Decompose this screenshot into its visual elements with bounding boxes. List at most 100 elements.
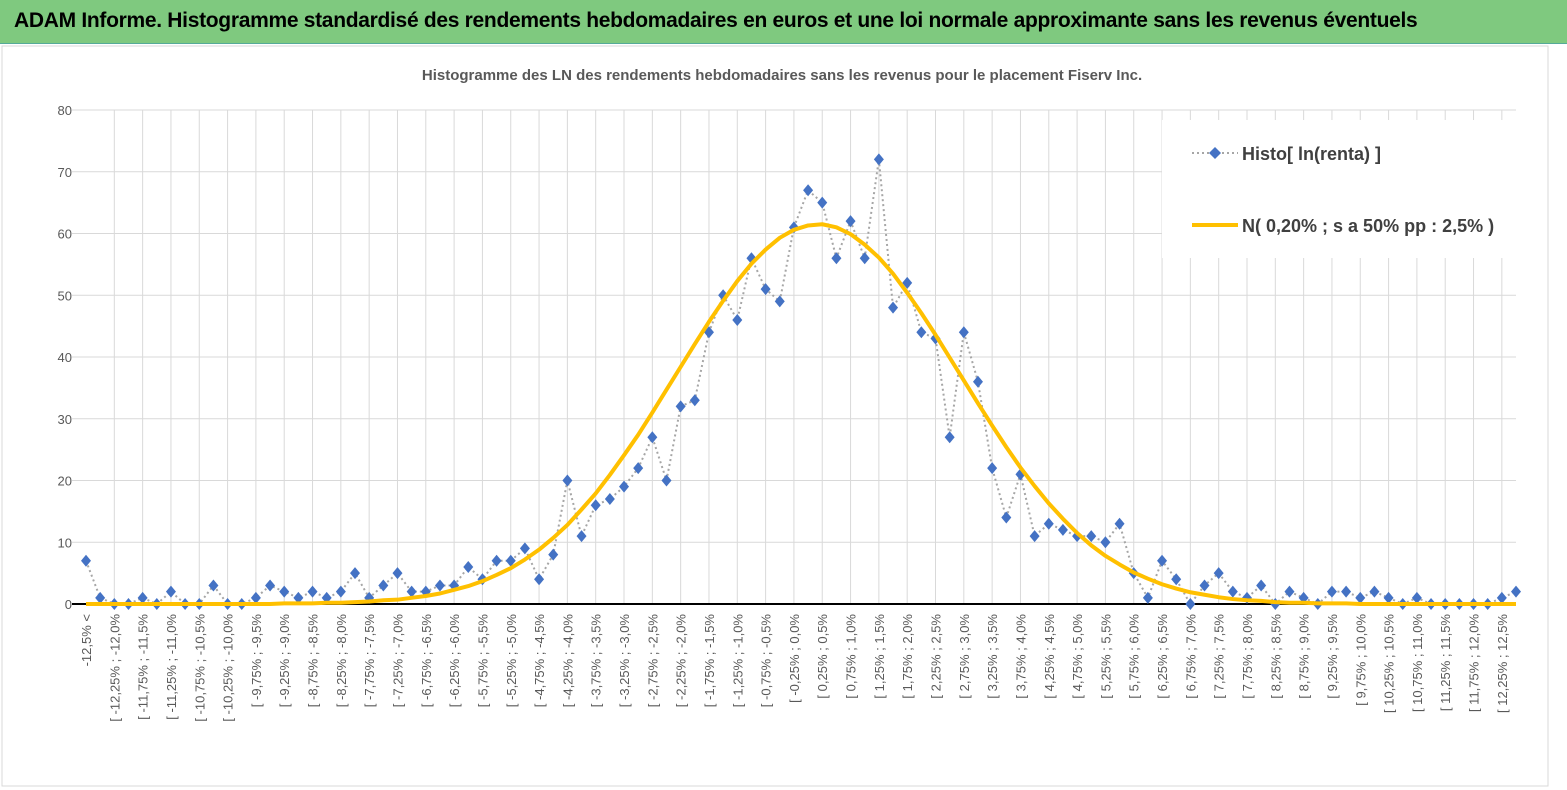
diamond-marker	[689, 394, 700, 407]
diamond-marker	[1142, 591, 1153, 604]
diamond-marker	[619, 480, 630, 493]
diamond-marker	[1355, 591, 1366, 604]
diamond-marker	[165, 585, 176, 598]
x-tick-label: [ 12,25% ; 12,5%	[1495, 614, 1510, 713]
x-tick-label: [ 10,75% ; 11,0%	[1410, 614, 1425, 712]
y-tick-label: 40	[58, 350, 72, 365]
x-tick-label: [ -8,25% ; -8,0%	[334, 614, 349, 708]
x-tick-label: [ 11,75% ; 12,0%	[1467, 614, 1482, 712]
diamond-marker	[307, 585, 318, 598]
x-tick-label: [ 8,75% ; 9,0%	[1297, 614, 1312, 699]
diamond-marker	[972, 375, 983, 388]
diamond-marker	[803, 184, 814, 197]
diamond-marker	[675, 400, 686, 413]
x-tick-label: [ 1,75% ; 2,0%	[900, 614, 915, 699]
diamond-marker	[958, 326, 969, 339]
diamond-marker	[335, 585, 346, 598]
x-tick-label: -12,5% <	[79, 614, 94, 666]
x-tick-label: [ -1,25% ; -1,0%	[730, 614, 745, 708]
diamond-marker	[81, 554, 91, 567]
x-tick-label: [ 4,25% ; 4,5%	[1042, 614, 1057, 699]
legend-box	[1162, 120, 1516, 258]
diamond-marker	[817, 196, 828, 209]
diamond-marker	[760, 283, 771, 296]
diamond-marker	[378, 579, 389, 592]
y-tick-label: 0	[65, 597, 72, 612]
diamond-marker	[265, 579, 276, 592]
diamond-marker	[831, 252, 842, 265]
x-tick-label: [ -9,75% ; -9,5%	[249, 614, 264, 708]
diamond-marker	[95, 591, 106, 604]
diamond-marker	[1213, 567, 1224, 580]
x-tick-label: [ 3,25% ; 3,5%	[985, 614, 1000, 699]
diamond-marker	[859, 252, 870, 265]
x-tick-label: [ 9,75% ; 10,0%	[1353, 614, 1368, 706]
diamond-marker	[944, 431, 955, 444]
diamond-marker	[1001, 511, 1012, 524]
header: ADAM Informe. Histogramme standardisé de…	[0, 0, 1567, 44]
diamond-marker	[845, 215, 856, 228]
diamond-marker	[534, 573, 545, 586]
diamond-marker	[548, 548, 559, 561]
x-tick-label: [ 7,75% ; 8,0%	[1240, 614, 1255, 699]
diamond-marker	[1411, 591, 1422, 604]
x-tick-label: [ 0,25% ; 0,5%	[815, 614, 830, 699]
x-tick-label: [ -4,25% ; -4,0%	[560, 614, 575, 708]
x-tick-label: [ -0,75% ; -0,5%	[759, 614, 774, 708]
x-tick-label: [ 2,25% ; 2,5%	[929, 614, 944, 699]
x-tick-label: [ -10,25% ; -10,0%	[221, 614, 236, 722]
diamond-marker	[873, 153, 884, 166]
diamond-marker	[661, 474, 672, 487]
diamond-marker	[1199, 579, 1210, 592]
x-tick-label: [ -3,75% ; -3,5%	[589, 614, 604, 708]
y-tick-label: 70	[58, 165, 72, 180]
diamond-marker	[1029, 530, 1040, 543]
diamond-marker	[1326, 585, 1337, 598]
diamond-marker	[1157, 554, 1168, 567]
chart: Histogramme des LN des rendements hebdom…	[1, 45, 1549, 787]
x-tick-label: [ 8,25% ; 8,5%	[1268, 614, 1283, 699]
x-tick-label: [ -8,75% ; -8,5%	[306, 614, 321, 708]
x-tick-label: [ -1,75% ; -1,5%	[702, 614, 717, 708]
diamond-marker	[1043, 517, 1054, 530]
diamond-marker	[888, 301, 899, 314]
diamond-marker	[647, 431, 658, 444]
x-tick-label: [ -11,75% ; -11,5%	[136, 614, 151, 720]
diamond-marker	[392, 567, 403, 580]
x-tick-label: [ -9,25% ; -9,0%	[277, 614, 292, 708]
diamond-marker	[633, 462, 644, 475]
diamond-marker	[916, 326, 927, 339]
diamond-marker	[1369, 585, 1380, 598]
legend-label: Histo[ ln(renta) ]	[1242, 144, 1381, 164]
x-tick-label: [ 11,25% ; 11,5%	[1438, 614, 1453, 712]
diamond-marker	[746, 252, 757, 265]
x-tick-label: [ -7,75% ; -7,5%	[362, 614, 377, 708]
x-tick-label: [ 10,25% ; 10,5%	[1382, 614, 1397, 713]
diamond-marker	[1284, 585, 1295, 598]
diamond-marker	[1511, 585, 1521, 598]
y-tick-label: 50	[58, 288, 72, 303]
legend-swatch	[1209, 147, 1221, 159]
diamond-marker	[137, 591, 148, 604]
diamond-marker	[1341, 585, 1352, 598]
x-tick-label: [ 6,75% ; 7,0%	[1183, 614, 1198, 699]
legend-label: N( 0,20% ; s a 50% pp : 2,5% )	[1242, 216, 1494, 236]
y-tick-label: 60	[58, 227, 72, 242]
diamond-marker	[987, 462, 998, 475]
diamond-marker	[604, 493, 615, 506]
x-tick-label: [ 2,75% ; 3,0%	[957, 614, 972, 699]
x-tick-label: [ -12,25% ; -12,0%	[107, 614, 122, 722]
x-tick-label: [ -0,25% ; 0,0%	[787, 614, 802, 703]
header-title: ADAM Informe. Histogramme standardisé de…	[14, 9, 1418, 32]
diamond-marker	[1114, 517, 1125, 530]
x-tick-label: [ 6,25% ; 6,5%	[1155, 614, 1170, 699]
x-tick-label: [ -4,75% ; -4,5%	[532, 614, 547, 708]
diamond-marker	[491, 554, 502, 567]
diamond-marker	[293, 591, 304, 604]
diamond-marker	[1227, 585, 1238, 598]
diamond-marker	[208, 579, 219, 592]
x-tick-label: [ -2,75% ; -2,5%	[645, 614, 660, 708]
x-tick-label: [ 5,75% ; 6,0%	[1127, 614, 1142, 699]
y-tick-label: 30	[58, 412, 72, 427]
x-tick-label: [ 0,75% ; 1,0%	[844, 614, 859, 699]
